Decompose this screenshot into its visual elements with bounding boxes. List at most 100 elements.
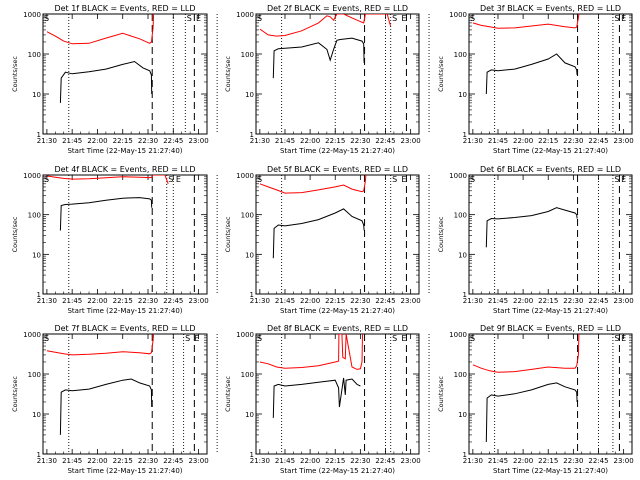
plot-frame xyxy=(468,174,633,295)
x-tick-label: 22:00 xyxy=(513,297,533,305)
x-tick-label: 22:00 xyxy=(87,457,107,465)
y-tick-label: 100 xyxy=(28,51,41,59)
lld-series-line xyxy=(259,334,363,370)
y-tick-label: 10 xyxy=(32,411,41,419)
x-axis-label: Start Time (22-May-15 21:27:40) xyxy=(493,467,608,475)
x-tick-label: 23:00 xyxy=(188,297,208,305)
y-tick-label: 10 xyxy=(458,251,467,259)
panel-title: Det 9f BLACK = Events, RED = LLD xyxy=(480,324,621,333)
panel-title: Det 6f BLACK = Events, RED = LLD xyxy=(480,165,621,174)
e-marker: E xyxy=(194,334,199,343)
x-tick-label: 21:30 xyxy=(463,457,483,465)
x-tick-label: 21:30 xyxy=(37,297,57,305)
x-tick-label: 22:45 xyxy=(163,457,183,465)
y-axis-label: Counts/sec xyxy=(437,216,445,252)
x-tick-label: 22:30 xyxy=(563,457,583,465)
events-series-line xyxy=(485,207,578,248)
s-marker-corner: S xyxy=(44,175,49,184)
e-marker: E xyxy=(401,334,406,343)
x-axis-label: Start Time (22-May-15 21:27:40) xyxy=(493,147,608,155)
x-tick-label: 22:00 xyxy=(513,137,533,145)
panel-title: Det 1f BLACK = Events, RED = LLD xyxy=(54,4,195,13)
x-axis-label: Start Time (22-May-15 21:27:40) xyxy=(493,307,608,315)
events-series-line xyxy=(59,378,153,435)
s-marker-corner: S xyxy=(470,14,475,23)
x-tick-label: 22:45 xyxy=(375,297,395,305)
y-tick-label: 1 xyxy=(463,291,467,299)
x-tick-label: 22:15 xyxy=(325,457,345,465)
lld-series-line xyxy=(259,14,391,37)
y-axis-label: Counts/sec xyxy=(11,216,19,252)
y-tick-label: 10 xyxy=(245,91,254,99)
plot-frame xyxy=(468,333,633,455)
x-tick-label: 22:00 xyxy=(87,137,107,145)
x-tick-label: 23:00 xyxy=(614,297,634,305)
y-tick-label: 1 xyxy=(463,131,467,139)
x-tick-label: 21:30 xyxy=(463,297,483,305)
y-tick-label: 10 xyxy=(245,251,254,259)
x-tick-label: 21:45 xyxy=(62,457,82,465)
y-tick-label: 1 xyxy=(463,451,467,459)
y-tick-label: 100 xyxy=(241,212,254,220)
x-tick-label: 22:00 xyxy=(300,137,320,145)
x-axis-label: Start Time (22-May-15 21:27:40) xyxy=(67,147,182,155)
x-tick-label: 22:00 xyxy=(87,297,107,305)
s-marker: S xyxy=(185,334,190,343)
e-marker: E xyxy=(621,334,626,343)
y-tick-label: 1000 xyxy=(23,331,41,339)
s-marker: S xyxy=(392,334,397,343)
y-tick-label: 1000 xyxy=(236,172,254,180)
panel-det-3: Det 3f BLACK = Events, RED = LLD 1 10 100 10… xyxy=(437,4,634,155)
panel-title: Det 3f BLACK = Events, RED = LLD xyxy=(480,4,621,13)
x-tick-label: 21:45 xyxy=(488,457,508,465)
x-tick-label: 22:30 xyxy=(563,297,583,305)
events-series-line xyxy=(59,60,153,103)
x-tick-label: 22:15 xyxy=(113,137,133,145)
x-tick-label: 22:00 xyxy=(300,297,320,305)
y-tick-label: 100 xyxy=(28,212,41,220)
y-tick-label: 100 xyxy=(241,51,254,59)
y-tick-label: 100 xyxy=(454,51,467,59)
x-tick-label: 21:30 xyxy=(463,137,483,145)
panel-det-9: Det 9f BLACK = Events, RED = LLD 1 10 100 10… xyxy=(437,324,634,475)
s-marker-corner: S xyxy=(257,175,262,184)
plot-frame xyxy=(255,174,420,295)
x-tick-label: 21:45 xyxy=(275,137,295,145)
x-tick-label: 22:15 xyxy=(538,137,558,145)
panel-det-1: Det 1f BLACK = Events, RED = LLD 1 10 100 10… xyxy=(11,4,218,155)
events-series-line xyxy=(272,377,361,418)
x-tick-label: 21:30 xyxy=(250,297,270,305)
x-tick-label: 22:15 xyxy=(538,457,558,465)
x-tick-label: 23:00 xyxy=(614,457,634,465)
lld-series-line xyxy=(46,14,155,45)
y-axis-label: Counts/sec xyxy=(437,376,445,412)
y-tick-label: 100 xyxy=(241,371,254,379)
plot-frame xyxy=(468,13,633,135)
y-axis-label: Counts/sec xyxy=(224,56,232,92)
panel-det-4: Det 4f BLACK = Events, RED = LLD 1 10 100 10… xyxy=(11,165,218,315)
x-tick-label: 22:45 xyxy=(163,297,183,305)
x-tick-label: 22:45 xyxy=(588,137,608,145)
e-marker: E xyxy=(621,14,626,23)
y-tick-label: 100 xyxy=(454,212,467,220)
y-axis-label: Counts/sec xyxy=(437,56,445,92)
x-axis-label: Start Time (22-May-15 21:27:40) xyxy=(67,307,182,315)
x-tick-label: 22:30 xyxy=(138,137,158,145)
x-tick-label: 23:00 xyxy=(188,137,208,145)
y-axis-label: Counts/sec xyxy=(11,56,19,92)
x-tick-label: 22:30 xyxy=(350,457,370,465)
x-tick-label: 22:15 xyxy=(325,297,345,305)
s-marker-corner: S xyxy=(470,175,475,184)
lld-series-line xyxy=(472,14,580,29)
x-tick-label: 22:45 xyxy=(163,137,183,145)
x-tick-label: 21:30 xyxy=(250,137,270,145)
x-tick-label: 23:00 xyxy=(401,297,421,305)
e-marker: E xyxy=(176,175,181,184)
s-marker: S xyxy=(392,14,397,23)
x-tick-label: 22:30 xyxy=(563,137,583,145)
y-tick-label: 1 xyxy=(37,451,41,459)
x-tick-label: 21:45 xyxy=(275,457,295,465)
y-tick-label: 10 xyxy=(245,411,254,419)
plot-frame xyxy=(255,333,420,455)
x-tick-label: 22:45 xyxy=(588,297,608,305)
